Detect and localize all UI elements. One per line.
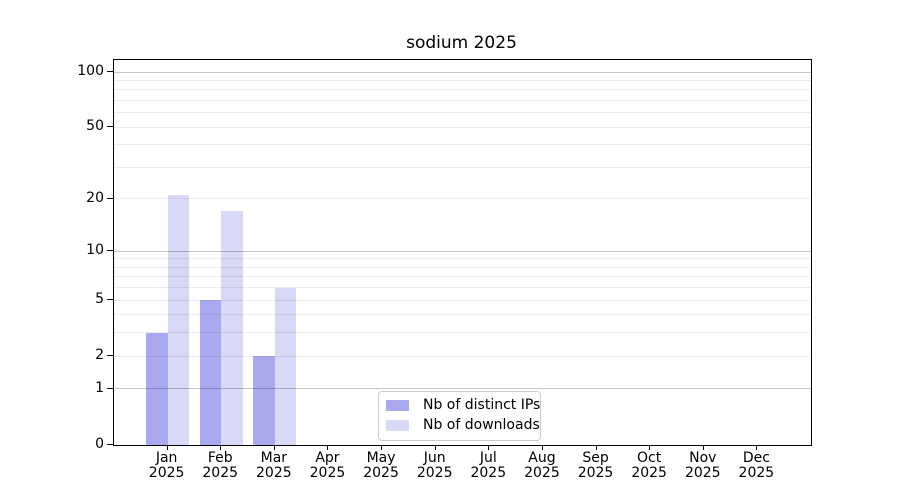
x-tick-year: 2025 xyxy=(684,465,721,481)
x-tick-mark xyxy=(381,445,383,450)
x-tick-mark xyxy=(595,445,597,450)
x-tick-label: Apr 2025 xyxy=(291,451,363,481)
gridline-minor xyxy=(114,332,811,334)
gridline-minor xyxy=(114,198,811,200)
bar-downloads-jan xyxy=(167,195,190,445)
gridline-minor xyxy=(114,299,811,301)
x-tick-mark xyxy=(434,445,436,450)
x-tick-label: Feb 2025 xyxy=(184,451,256,481)
x-tick-month: Jan xyxy=(155,450,178,466)
y-tick-label: 10 xyxy=(86,242,104,259)
x-tick-year: 2025 xyxy=(631,465,667,481)
x-tick-month: Jun xyxy=(423,450,446,466)
legend-label-downloads: Nb of downloads xyxy=(423,417,540,433)
x-tick-mark xyxy=(166,445,168,450)
x-tick-label: Jul 2025 xyxy=(452,451,524,481)
gridline-minor xyxy=(114,79,811,81)
gridline-major xyxy=(114,71,811,73)
bar-downloads-mar xyxy=(274,287,297,445)
gridline-minor xyxy=(114,314,811,316)
x-tick-month: Apr xyxy=(315,450,340,466)
legend-item-downloads: Nb of downloads xyxy=(386,417,540,434)
x-tick-label: Oct 2025 xyxy=(613,451,685,481)
y-tick-label: 100 xyxy=(77,63,104,79)
x-tick-year: 2025 xyxy=(738,465,775,481)
y-tick-mark xyxy=(107,387,113,389)
gridline-minor xyxy=(114,89,811,91)
x-tick-label: Jun 2025 xyxy=(399,451,471,481)
x-tick-mark xyxy=(702,445,704,450)
gridline-major xyxy=(114,388,811,390)
x-tick-mark xyxy=(541,445,543,450)
y-tick-mark xyxy=(107,197,113,199)
x-tick-label: Mar 2025 xyxy=(238,451,310,481)
y-tick-mark xyxy=(107,126,113,128)
y-tick-mark xyxy=(107,299,113,301)
x-tick-year: 2025 xyxy=(363,465,399,481)
x-tick-label: Sep 2025 xyxy=(560,451,632,481)
x-tick-mark xyxy=(273,445,275,450)
x-tick-month: Dec xyxy=(742,450,770,466)
x-tick-label: Jan 2025 xyxy=(131,451,203,481)
gridline-minor xyxy=(114,287,811,289)
x-tick-label: Aug 2025 xyxy=(506,451,578,481)
y-tick-label: 0 xyxy=(95,436,104,452)
x-tick-month: Mar xyxy=(260,450,288,466)
legend-label-distinct-ips: Nb of distinct IPs xyxy=(423,397,541,413)
gridline-minor xyxy=(114,166,811,168)
x-tick-mark xyxy=(220,445,222,450)
chart-title: sodium 2025 xyxy=(406,33,517,53)
gridline-minor xyxy=(114,258,811,260)
x-tick-month: Sep xyxy=(582,450,609,466)
legend-swatch-downloads xyxy=(386,420,409,431)
x-tick-year: 2025 xyxy=(309,465,346,481)
legend-swatch-distinct-ips xyxy=(386,400,409,411)
x-tick-month: Jul xyxy=(479,450,497,466)
y-tick-label: 20 xyxy=(86,189,104,206)
bar-distinct-ips-mar xyxy=(253,356,275,445)
x-tick-month: May xyxy=(366,450,396,466)
y-tick-mark xyxy=(107,444,113,445)
x-tick-mark xyxy=(488,445,490,450)
x-tick-year: 2025 xyxy=(470,465,507,481)
y-tick-label: 5 xyxy=(95,291,104,308)
x-tick-month: Feb xyxy=(207,450,233,466)
x-tick-mark xyxy=(756,445,758,450)
x-tick-year: 2025 xyxy=(577,465,614,481)
x-tick-month: Oct xyxy=(637,450,662,466)
bar-distinct-ips-feb xyxy=(199,300,222,445)
bar-distinct-ips-jan xyxy=(146,332,168,445)
gridline-minor xyxy=(114,144,811,146)
y-tick-mark xyxy=(107,71,113,72)
gridline-minor xyxy=(114,112,811,114)
x-tick-month: Aug xyxy=(528,450,556,466)
gridline-major xyxy=(114,250,811,252)
gridline-minor xyxy=(114,126,811,128)
legend: Nb of distinct IPs Nb of downloads xyxy=(378,391,541,441)
y-tick-label: 50 xyxy=(86,118,104,135)
plot-area: Nb of distinct IPs Nb of downloads xyxy=(113,59,812,446)
legend-item-distinct-ips: Nb of distinct IPs xyxy=(386,397,540,414)
x-tick-mark xyxy=(649,445,651,450)
x-tick-label: Dec 2025 xyxy=(720,451,792,481)
gridline-minor xyxy=(114,276,811,278)
x-tick-year: 2025 xyxy=(524,465,560,481)
y-tick-label: 2 xyxy=(95,347,104,364)
x-tick-year: 2025 xyxy=(148,465,185,481)
x-tick-year: 2025 xyxy=(202,465,239,481)
y-tick-mark xyxy=(107,355,113,357)
x-tick-mark xyxy=(327,445,329,450)
gridline-minor xyxy=(114,99,811,101)
x-tick-label: May 2025 xyxy=(345,451,417,481)
bar-downloads-feb xyxy=(221,211,243,445)
y-tick-label: 1 xyxy=(95,379,104,396)
x-tick-year: 2025 xyxy=(256,465,292,481)
y-tick-mark xyxy=(107,250,113,252)
gridline-minor xyxy=(114,355,811,357)
x-tick-year: 2025 xyxy=(416,465,453,481)
x-tick-month: Nov xyxy=(689,450,717,466)
gridline-minor xyxy=(114,266,811,268)
x-tick-label: Nov 2025 xyxy=(667,451,739,481)
